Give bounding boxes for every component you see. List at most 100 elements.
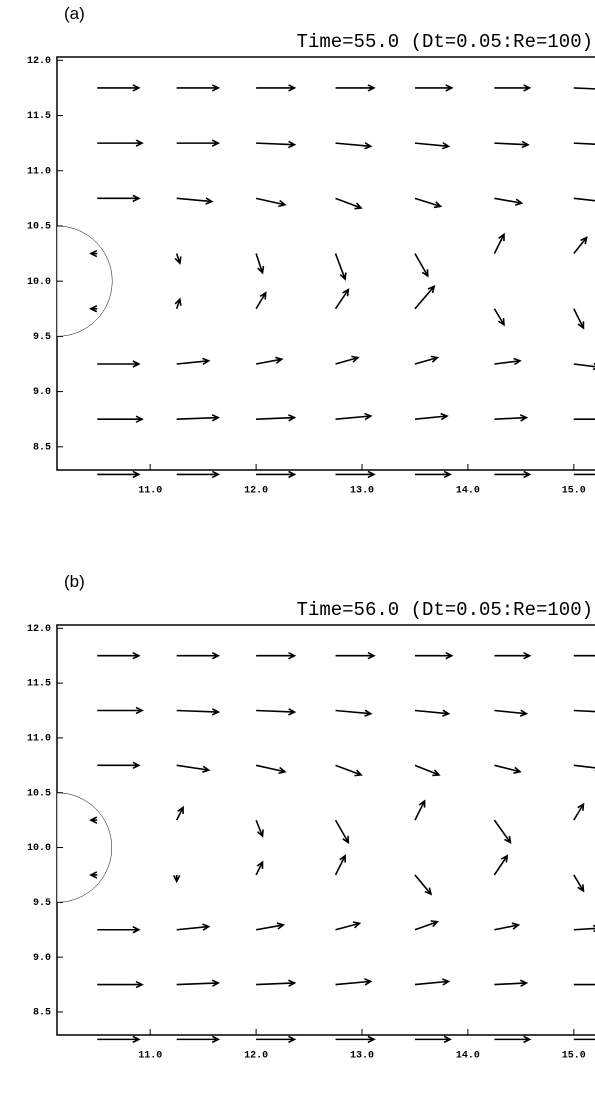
vector-arrow [334,819,350,845]
vector-arrow [414,285,436,310]
vector-arrow [573,418,595,421]
vector-arrow [97,1035,141,1044]
vector-arrow [414,253,429,278]
x-tick-label: 15.0 [562,486,586,497]
plot-title: Time=56.0 (Dt=0.05:Re=100) [297,599,593,621]
vector-arrow [414,1035,452,1044]
y-tick-label: 10.0 [27,843,51,854]
y-tick-label: 11.5 [27,679,51,690]
vector-arrow [176,197,214,205]
vector-arrow [256,708,297,716]
vector-arrow [97,470,141,479]
x-tick-label: 11.0 [138,486,162,497]
vector-arrow [255,356,284,365]
vector-arrow [335,142,373,150]
cylinder [56,792,113,903]
x-tick-label: 12.0 [244,1051,268,1062]
plot-frame [56,56,595,471]
vector-arrow [335,651,376,660]
vector-arrow [256,414,297,422]
vector-arrow [89,871,98,879]
vector-arrow [335,764,363,777]
x-tick-label: 11.0 [138,1051,162,1062]
vector-arrow [573,654,595,657]
vector-arrow [256,1035,297,1044]
vector-arrow [414,470,452,479]
vector-arrow [494,414,529,422]
x-tick-label: 13.0 [350,1051,374,1062]
vector-arrow [493,308,505,327]
vector-arrow [414,142,451,150]
vector-arrow [573,924,595,933]
vector-arrow [334,253,347,281]
vector-arrow [176,708,221,716]
y-tick-label: 9.0 [33,953,51,964]
vector-arrow [573,764,595,772]
vector-arrow [176,357,211,366]
vector-arrow [335,412,373,421]
vector-arrow [493,819,512,844]
plot-frame [56,624,595,1036]
vector-arrow [414,874,433,896]
vector-arrow [97,926,141,934]
vector-arrow [414,709,451,717]
vector-arrow [256,140,297,149]
vector-arrow [97,139,144,147]
y-tick-label: 8.5 [33,442,51,453]
vector-arrow [172,874,181,884]
vector-arrow [176,414,221,422]
vector-arrow [494,357,522,366]
vector-arrow [414,84,454,92]
vector-arrow [255,291,267,310]
y-tick-label: 12.0 [27,624,51,635]
vector-arrow [573,473,595,476]
vector-arrow [97,706,144,715]
y-tick-label: 10.5 [27,222,51,233]
vector-arrow [176,84,221,92]
vector-arrow [175,805,184,821]
vector-arrow [573,142,595,145]
y-tick-label: 12.0 [27,56,51,67]
vector-arrow [573,1038,595,1041]
vector-arrow [335,470,376,479]
vector-arrow [494,197,524,206]
vector-arrow [335,1035,376,1044]
vector-arrow [414,355,440,365]
vector-arrow [335,921,362,931]
vector-arrow [176,470,221,479]
vector-arrow [97,980,144,989]
vector-arrow [494,84,532,92]
x-tick-label: 14.0 [456,1051,480,1062]
x-tick-label: 13.0 [350,486,374,497]
x-tick-label: 12.0 [244,486,268,497]
vector-arrow [174,297,182,310]
vector-arrow [494,140,530,149]
vector-arrow [493,232,505,254]
vector-arrow [573,709,595,713]
vector-arrow [494,979,529,987]
vector-arrow [494,764,522,774]
vector-arrow [176,651,221,660]
vector-arrow [256,470,297,479]
vector-arrow [334,854,346,876]
vector-arrow [97,651,141,660]
vector-arrow [494,1035,532,1044]
vector-arrow [494,922,521,931]
y-tick-label: 9.5 [33,332,51,343]
vector-arrow [256,979,297,987]
y-tick-label: 11.0 [27,166,51,177]
vector-arrow [176,1035,221,1044]
vector-arrow [176,923,211,931]
vector-arrow [573,983,595,986]
y-tick-label: 9.5 [33,898,51,909]
panel: (a) Time=55.0 (Dt=0.05:Re=100) 8.5 9.0 9.5 10… [27,4,595,497]
vector-arrow [255,922,286,931]
vector-arrow [494,651,532,660]
vector-arrow [176,139,221,147]
vector-arrow [255,197,287,208]
vector-arrow [335,978,373,986]
vector-arrow [494,470,532,479]
vector-arrow [97,360,141,368]
vector-arrow [573,802,585,821]
